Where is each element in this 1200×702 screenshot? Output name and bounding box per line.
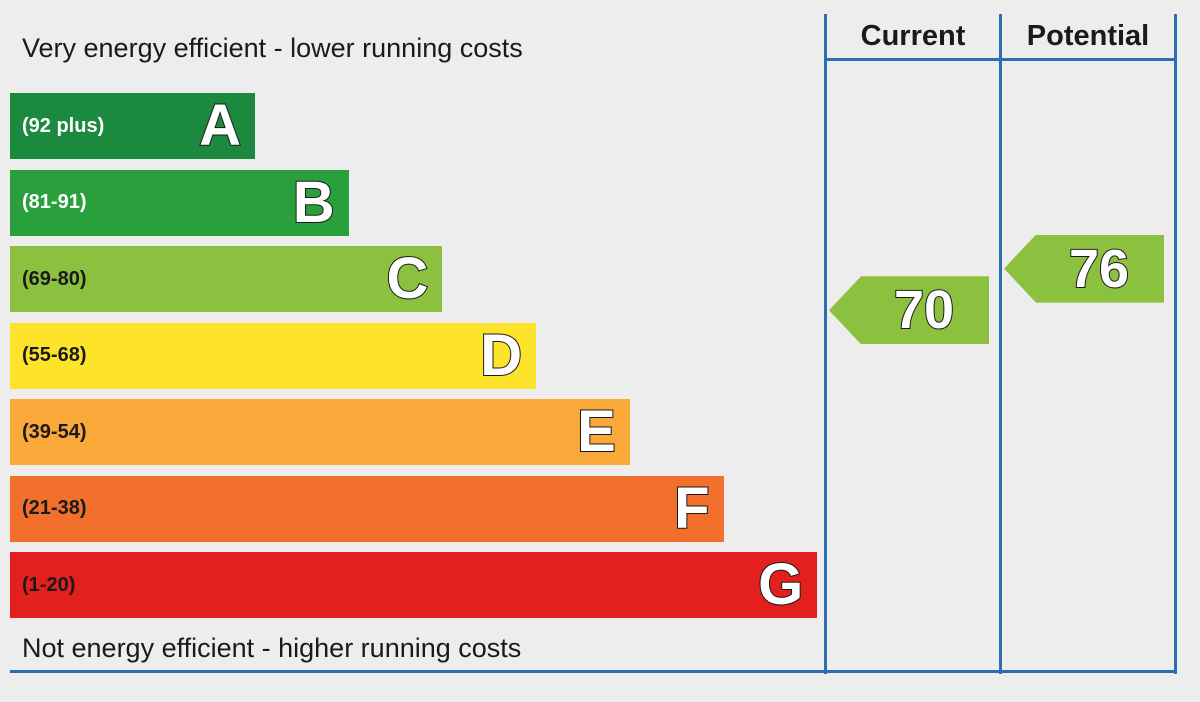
- header-rule: [824, 58, 1177, 61]
- current-rating-value: 70: [893, 280, 955, 341]
- band-a: (92 plus) A: [10, 93, 255, 159]
- potential-rating-arrow: 76: [1004, 234, 1164, 303]
- band-range-label: (69-80): [22, 267, 87, 290]
- band-range-label: (55-68): [22, 344, 87, 366]
- efficient-caption: Very energy efficient - lower running co…: [22, 33, 523, 63]
- band-letter: G: [757, 552, 804, 617]
- band-d: (55-68) D: [10, 322, 537, 389]
- band-range-label: (92 plus): [22, 114, 105, 137]
- band-letter: E: [576, 399, 617, 464]
- band-letter: D: [479, 322, 523, 388]
- band-b: (81-91) B: [10, 169, 349, 236]
- band-range-label: (81-91): [22, 191, 87, 213]
- band-c: (69-80) C: [10, 246, 443, 312]
- baseline-rule: [10, 670, 1177, 673]
- band-f: (21-38) F: [10, 475, 724, 542]
- column-divider-middle: [999, 14, 1002, 674]
- band-letter: B: [292, 169, 336, 235]
- column-divider-right: [1174, 14, 1177, 674]
- potential-column-title: Potential: [1026, 20, 1150, 52]
- band-range-label: (21-38): [22, 497, 87, 519]
- band-range-label: (39-54): [22, 420, 87, 443]
- potential-rating-value: 76: [1068, 238, 1130, 299]
- current-rating-arrow: 70: [829, 276, 989, 345]
- current-column-title: Current: [860, 20, 966, 52]
- column-divider-left: [824, 14, 827, 674]
- band-range-label: (1-20): [22, 573, 76, 596]
- band-letter: A: [198, 93, 242, 158]
- band-e: (39-54) E: [10, 399, 630, 465]
- inefficient-caption: Not energy efficient - higher running co…: [22, 633, 522, 663]
- band-g: (1-20) G: [10, 552, 818, 618]
- band-letter: F: [673, 475, 710, 541]
- band-letter: C: [386, 246, 430, 311]
